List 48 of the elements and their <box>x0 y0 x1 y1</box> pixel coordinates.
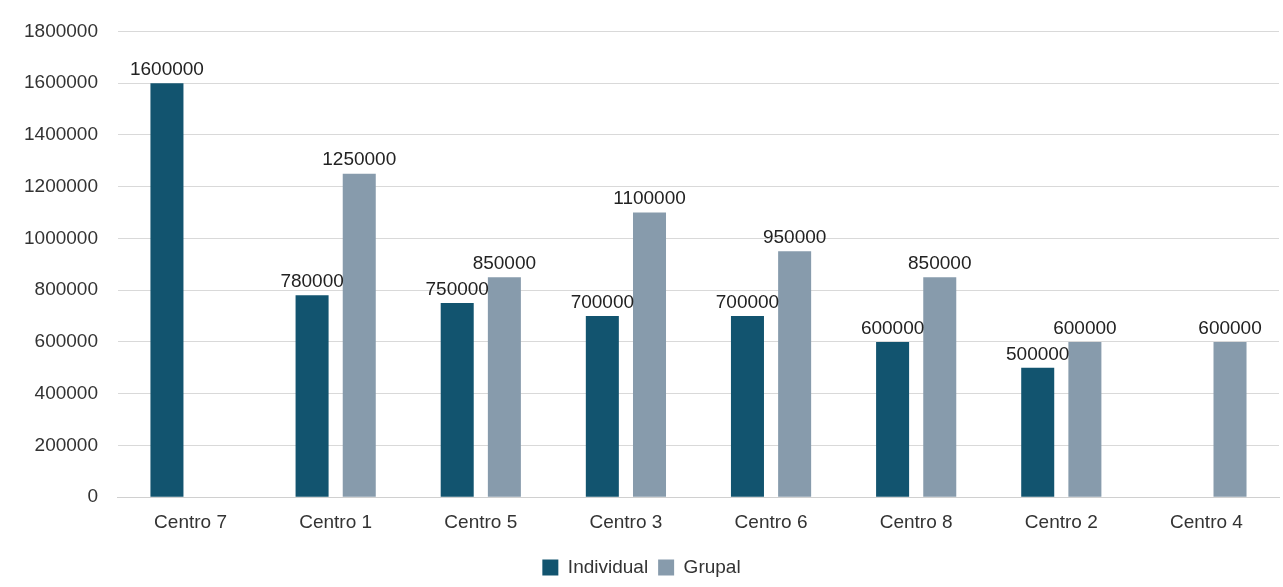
x-tick-label: Centro 8 <box>879 510 953 532</box>
y-tick-label: 0 <box>87 485 98 507</box>
x-tick-label: Centro 2 <box>1024 510 1098 532</box>
bar <box>342 173 376 497</box>
y-tick-label: 800000 <box>34 278 98 300</box>
bar <box>633 212 667 497</box>
y-tick-label: 1600000 <box>24 71 98 93</box>
y-tick-label: 400000 <box>34 381 98 403</box>
bar <box>923 277 957 497</box>
y-tick-label: 200000 <box>34 433 98 455</box>
x-tick-label: Centro 3 <box>589 510 663 532</box>
bar <box>876 341 910 497</box>
data-label: 600000 <box>1053 316 1117 338</box>
bar <box>150 83 184 497</box>
y-tick-label: 600000 <box>34 330 98 352</box>
legend-label: Grupal <box>683 555 741 577</box>
data-label: 600000 <box>860 316 925 338</box>
x-tick-label: Centro 5 <box>444 510 518 532</box>
data-label: 950000 <box>762 226 827 248</box>
data-label: 750000 <box>425 277 489 299</box>
data-label: 600000 <box>1198 316 1262 338</box>
bar <box>440 303 474 497</box>
y-tick-label: 1000000 <box>24 226 98 248</box>
y-tick-label: 1800000 <box>24 19 98 41</box>
bar <box>778 251 812 497</box>
bar <box>295 295 329 497</box>
data-label: 850000 <box>472 251 537 273</box>
data-label: 700000 <box>715 290 780 312</box>
bar <box>585 316 619 497</box>
bar <box>1068 341 1102 497</box>
data-label: 500000 <box>1006 342 1070 364</box>
data-label: 780000 <box>280 270 344 292</box>
bar <box>730 316 764 497</box>
data-label: 1100000 <box>613 187 686 209</box>
data-label: 1600000 <box>129 57 204 79</box>
bar <box>487 277 521 497</box>
x-tick-label: Centro 1 <box>299 510 373 532</box>
x-tick-label: Centro 4 <box>1170 510 1244 532</box>
bar <box>1213 341 1247 497</box>
x-tick-label: Centro 7 <box>154 510 227 532</box>
legend-label: Individual <box>567 555 649 577</box>
x-tick-label: Centro 6 <box>734 510 808 532</box>
y-tick-label: 1200000 <box>24 174 98 196</box>
y-tick-label: 1400000 <box>24 123 98 145</box>
bar <box>1021 367 1055 497</box>
data-label: 1250000 <box>322 148 397 170</box>
data-label: 850000 <box>908 251 972 273</box>
data-label: 700000 <box>570 290 635 312</box>
